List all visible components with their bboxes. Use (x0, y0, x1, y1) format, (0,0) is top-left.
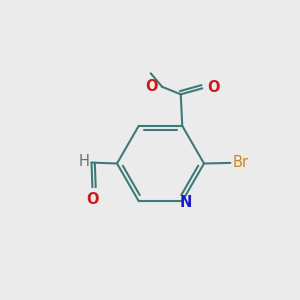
Text: O: O (146, 79, 158, 94)
Text: O: O (86, 192, 99, 207)
Text: Br: Br (232, 155, 248, 170)
Text: H: H (79, 154, 90, 169)
Text: O: O (207, 80, 219, 95)
Text: N: N (180, 195, 192, 210)
